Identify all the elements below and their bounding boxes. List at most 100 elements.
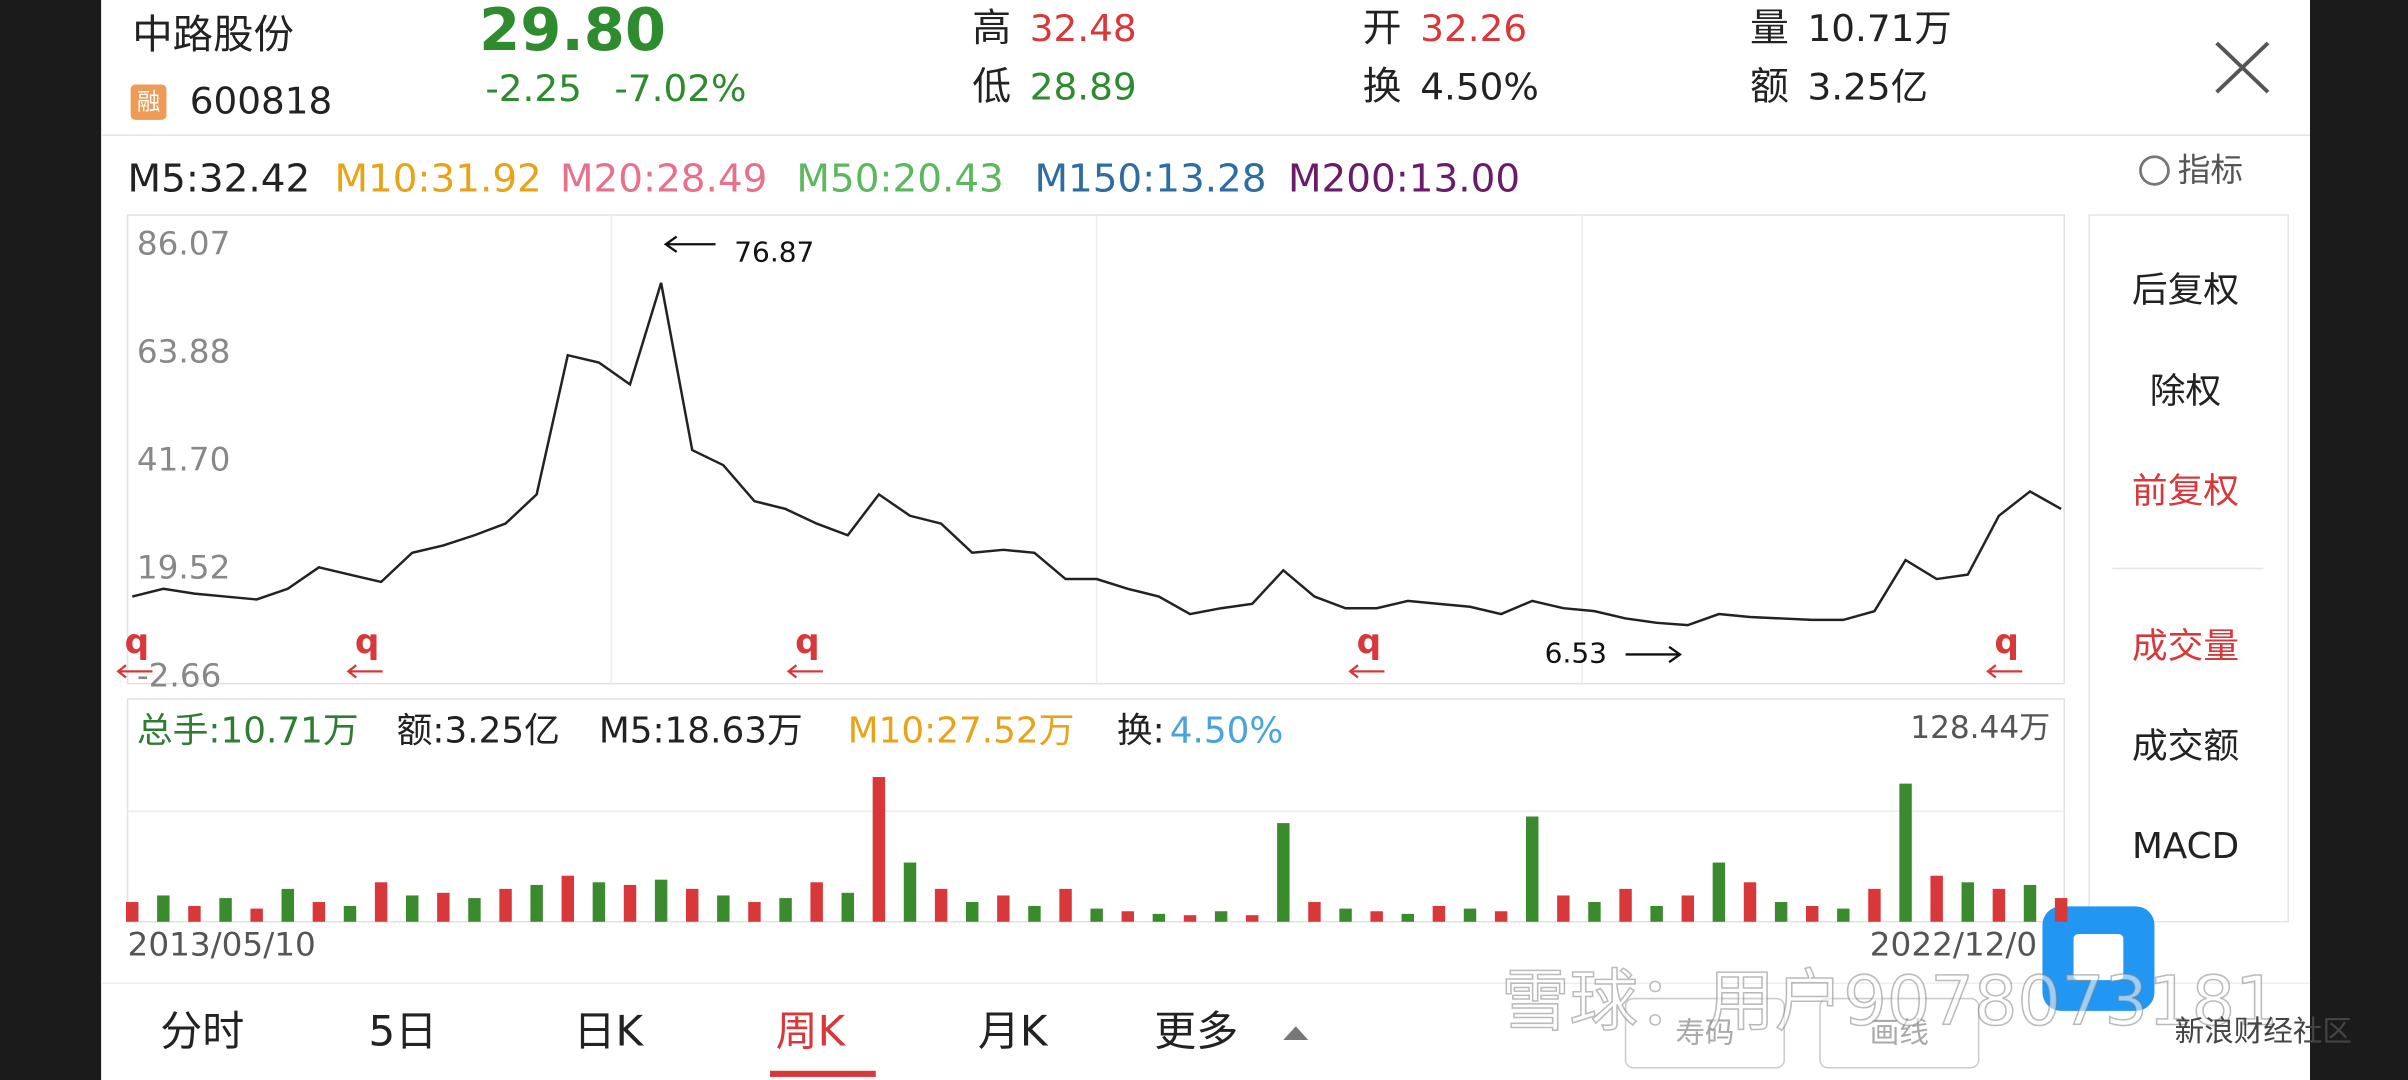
volume-bar: [1930, 875, 1943, 922]
side-option[interactable]: 后复权: [2132, 270, 2239, 311]
tool-button[interactable]: 寿码: [1675, 1016, 1734, 1050]
stat-value: 4.50%: [1420, 66, 1539, 109]
price: 29.80: [479, 0, 666, 64]
volume-bar: [374, 882, 388, 922]
button-frame[interactable]: [1624, 997, 1785, 1069]
badge-bg: [130, 84, 167, 120]
volume-bar: [717, 895, 730, 922]
volume-bar: [810, 882, 823, 922]
volume-bar: [1494, 911, 1508, 922]
volume-bar: [966, 902, 979, 922]
y-tick-label: 63.88: [137, 333, 230, 371]
volume-bar: [1588, 902, 1601, 922]
indicator-button[interactable]: 指标: [2178, 151, 2243, 189]
more-arrow[interactable]: [1283, 1026, 1309, 1041]
stat-value: 32.26: [1420, 7, 1527, 50]
tab[interactable]: 日K: [573, 1007, 644, 1056]
float-icon-glyph: [2073, 934, 2124, 981]
side-option[interactable]: 除权: [2150, 371, 2222, 412]
volume-bar: [1681, 895, 1694, 922]
volume-bar: [1214, 911, 1228, 922]
volume-bar: [592, 882, 606, 922]
volume-bar: [1401, 913, 1414, 922]
volume-bar: [499, 888, 512, 922]
side-option[interactable]: 成交额: [2132, 726, 2239, 767]
stat-label: 额: [1750, 65, 1789, 110]
volume-bar: [1992, 888, 2006, 922]
x-date: 2013/05/10: [128, 925, 316, 963]
q-marker: q: [355, 622, 379, 662]
q-marker: q: [125, 622, 149, 662]
x-date: 2022/12/0: [1870, 925, 2037, 963]
volume-bar: [1183, 915, 1197, 922]
button-frame[interactable]: [1819, 997, 1980, 1069]
y-tick-label: 19.52: [137, 549, 230, 587]
side-option[interactable]: 成交量: [2132, 626, 2239, 667]
side-option[interactable]: 前复权: [2132, 471, 2239, 512]
volume-bar: [1028, 905, 1041, 922]
stat-value: 32.48: [1030, 7, 1137, 50]
volume-bar: [1339, 908, 1352, 922]
volume-bar: [437, 892, 450, 922]
volume-bar: [530, 884, 543, 922]
volume-bar: [1370, 911, 1383, 922]
watermark: 雪球：用户9078073181: [1501, 963, 2279, 1042]
volume-bar: [1806, 905, 1819, 922]
close-button[interactable]: [2215, 41, 2270, 94]
volume-bar: [188, 905, 201, 922]
y-tick-label: 86.07: [137, 225, 230, 263]
tool-button[interactable]: 画线: [1870, 1016, 1929, 1050]
tab[interactable]: 月K: [978, 1007, 1049, 1056]
side-panel: [2088, 214, 2289, 923]
volume-bar: [903, 862, 917, 922]
tab[interactable]: 更多: [1154, 1007, 1238, 1056]
volume-bar: [1277, 823, 1290, 922]
arrow: [663, 235, 716, 253]
volume-bar: [1743, 882, 1757, 922]
volume-legend: M5:18.63万: [599, 711, 803, 752]
volume-bar: [686, 888, 699, 922]
volume-bar: [1432, 905, 1446, 922]
q-marker: q: [795, 622, 819, 662]
change: -2.25: [485, 67, 582, 110]
volume-legend: M10:27.52万: [848, 711, 1075, 752]
volume-bar: [1837, 908, 1850, 922]
volume-bar: [1899, 783, 1912, 922]
volume-bar: [281, 888, 294, 922]
volume-legend: 4.50%: [1170, 711, 1284, 752]
side-option[interactable]: MACD: [2132, 826, 2239, 867]
stat-label: 换: [1363, 65, 1402, 110]
ma-legend: M50:20.43: [796, 157, 1003, 202]
volume-bar: [312, 902, 326, 922]
tab[interactable]: 周K: [776, 1007, 847, 1056]
volume-bar: [779, 898, 792, 922]
ma-legend: M200:13.00: [1288, 157, 1520, 202]
q-arrow: [1986, 664, 2023, 679]
q-arrow: [786, 664, 823, 679]
tab[interactable]: 5日: [369, 1007, 438, 1056]
tab[interactable]: 分时: [160, 1007, 244, 1056]
arrow: [1625, 645, 1683, 664]
watermark: 新浪财经社区: [2175, 1014, 2352, 1048]
stat-label: 低: [972, 65, 1011, 110]
volume-bar: [406, 895, 419, 922]
volume-legend: 总手:10.71万: [137, 711, 359, 752]
q-arrow: [116, 664, 153, 679]
volume-bar: [1152, 913, 1166, 922]
q-marker: q: [1357, 622, 1381, 662]
volume-bar: [1526, 816, 1539, 922]
volume-bar: [157, 895, 170, 922]
ma-legend: M5:32.42: [128, 157, 311, 202]
stat-value: 3.25亿: [1808, 66, 1928, 109]
volume-bar: [623, 884, 637, 922]
volume-bar: [1868, 888, 1881, 922]
q-marker: q: [1994, 622, 2018, 662]
volume-bar: [1961, 882, 1974, 922]
volume-bar: [468, 898, 481, 922]
stat-value: 10.71万: [1808, 7, 1952, 50]
volume-bar: [1121, 911, 1134, 922]
volume-bar: [872, 777, 886, 922]
badge: 融: [137, 89, 160, 116]
